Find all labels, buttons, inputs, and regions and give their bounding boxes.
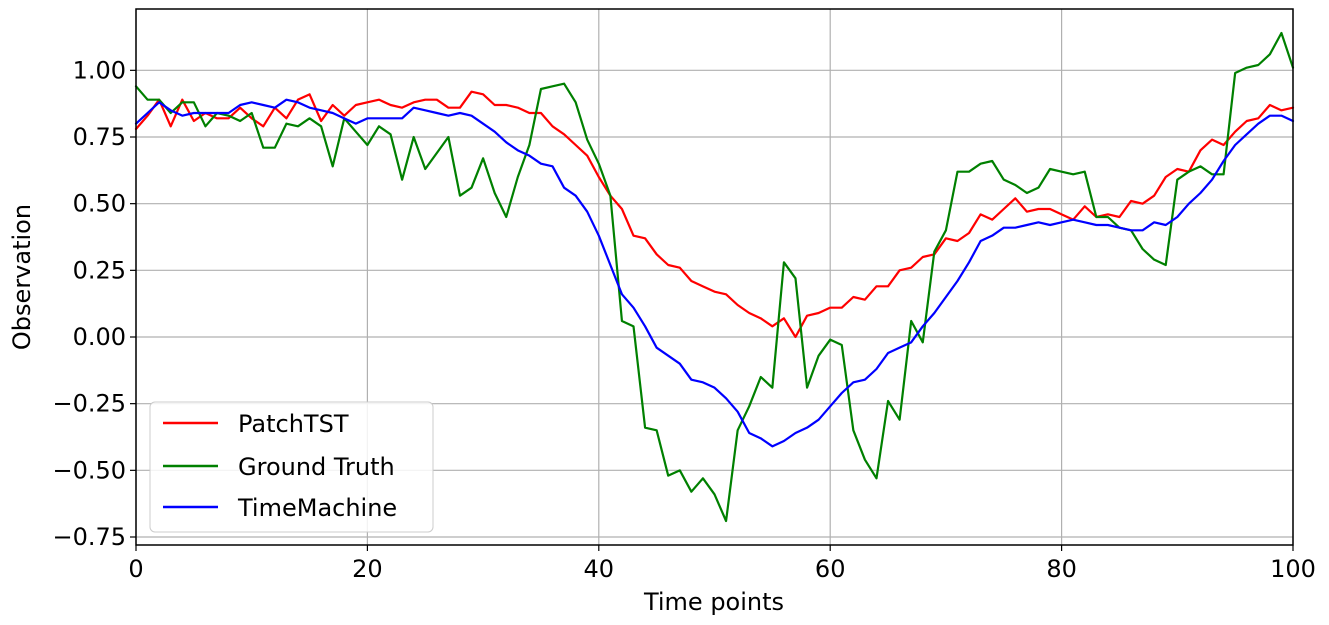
y-tick-label: 0.25 [73,256,126,284]
y-tick-label: 0.00 [73,323,126,351]
y-tick-label: 1.00 [73,56,126,84]
x-tick-label: 100 [1270,555,1316,583]
legend-label-timemachine: TimeMachine [237,494,397,522]
x-tick-label: 40 [584,555,615,583]
grid-lines [135,9,1294,545]
y-tick-label: −0.50 [52,456,126,484]
y-axis-title: Observation [8,204,36,350]
plot-frame [135,8,1294,546]
y-tick-label: 0.75 [73,123,126,151]
x-axis-title: Time points [643,588,784,616]
y-tick-label: −0.25 [52,390,126,418]
series-line-ground-truth [134,31,1295,523]
legend-label-patchtst: PatchTST [238,410,349,438]
y-tick-label: 0.50 [73,190,126,218]
y-axis-ticks: 1.00 0.75 0.50 0.25 0.00 −0.25 −0.50 −0.75 [52,56,136,551]
x-tick-label: 60 [815,555,846,583]
x-axis-ticks: 0 20 40 60 80 100 [128,545,1316,583]
x-tick-label: 20 [352,555,383,583]
series-lines [134,31,1295,523]
y-tick-label: −0.75 [52,523,126,551]
x-tick-label: 0 [128,555,143,583]
series-line-timemachine [134,98,1295,448]
legend-box [149,401,434,533]
legend: PatchTST Ground Truth TimeMachine [149,401,434,533]
x-tick-label: 80 [1046,555,1077,583]
legend-label-ground-truth: Ground Truth [238,453,395,481]
